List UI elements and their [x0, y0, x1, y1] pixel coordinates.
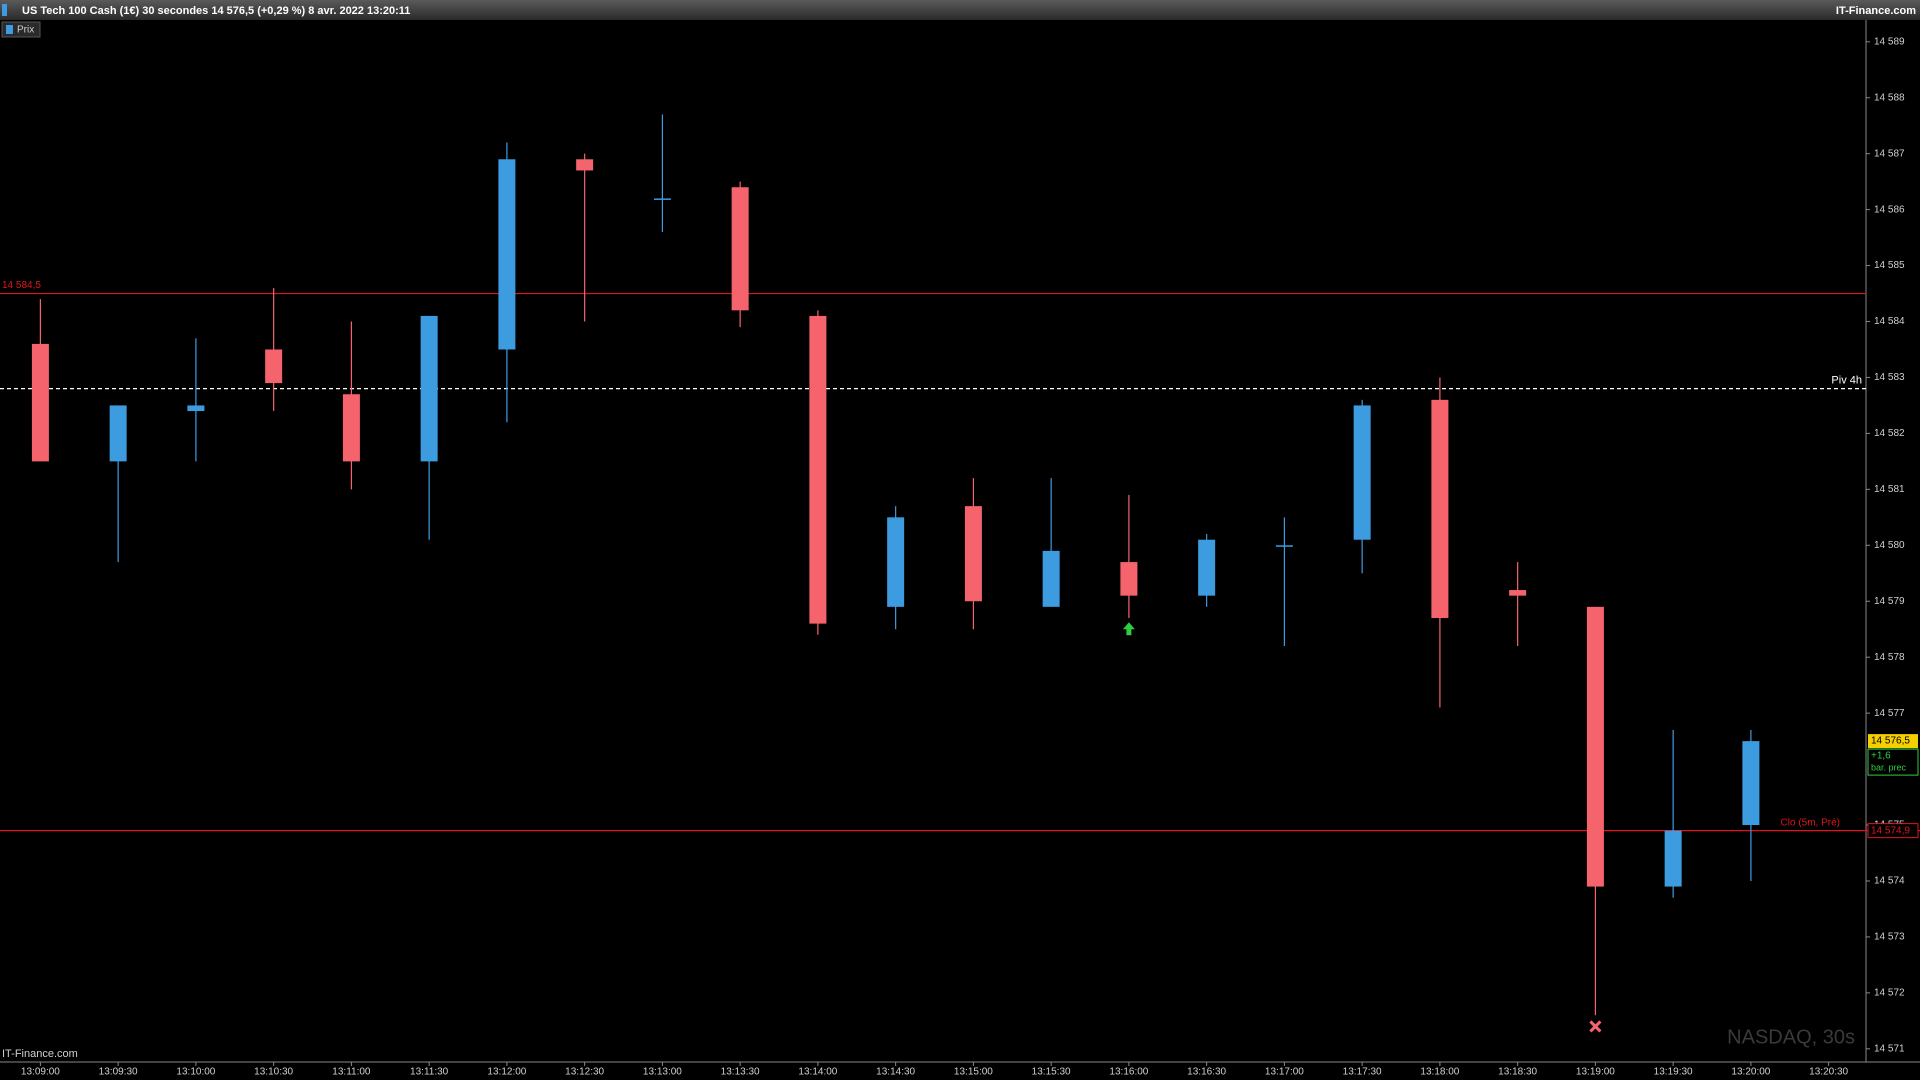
candle-body — [1353, 405, 1371, 540]
y-tick-label: 14 582 — [1874, 428, 1905, 439]
signal-arrow — [1122, 622, 1135, 636]
x-tick-label: 13:13:30 — [721, 1067, 760, 1078]
footer: IT-Finance.com — [2, 1048, 78, 1060]
candle-body — [731, 187, 749, 311]
x-tick-label: 13:11:30 — [410, 1067, 449, 1078]
candle-body — [1120, 562, 1138, 596]
candle-body — [187, 405, 205, 412]
candle-body — [1042, 550, 1060, 607]
header-brand: IT-Finance.com — [1836, 5, 1916, 17]
header-bar — [0, 0, 1920, 20]
y-tick-label: 14 574 — [1874, 876, 1905, 887]
x-tick-label: 13:09:30 — [99, 1067, 138, 1078]
legend-label: Prix — [17, 25, 34, 36]
y-tick-label: 14 581 — [1874, 484, 1905, 495]
candle-body — [265, 349, 283, 384]
x-tick-label: 13:09:00 — [21, 1067, 60, 1078]
legend-swatch — [6, 25, 13, 34]
candle-body — [1742, 741, 1760, 826]
y-tick-label: 14 588 — [1874, 92, 1905, 103]
candle-body — [1198, 539, 1216, 596]
level-price-box — [1867, 823, 1919, 839]
y-tick-label: 14 583 — [1874, 372, 1905, 383]
x-tick-label: 13:11:00 — [332, 1067, 371, 1078]
y-tick-label: 14 587 — [1874, 148, 1905, 159]
x-tick-label: 13:19:00 — [1576, 1067, 1615, 1078]
y-tick-label: 14 585 — [1874, 260, 1905, 271]
x-tick-label: 13:20:30 — [1809, 1067, 1848, 1078]
x-tick-label: 13:20:00 — [1731, 1067, 1770, 1078]
candle-body — [498, 159, 516, 350]
candle-body — [1586, 606, 1604, 887]
last-price: 14 576,5 — [1871, 736, 1910, 747]
y-tick-label: 14 571 — [1874, 1043, 1905, 1054]
candle-body — [342, 394, 360, 462]
candle-body — [1509, 590, 1527, 596]
candle-body — [653, 198, 671, 200]
y-tick-label: 14 573 — [1874, 932, 1905, 943]
x-tick-label: 13:10:00 — [176, 1067, 215, 1078]
y-tick-label: 14 586 — [1874, 204, 1905, 215]
y-tick-label: 14 579 — [1874, 596, 1905, 607]
candle-body — [31, 343, 49, 462]
change: +1,6 — [1871, 751, 1891, 762]
header-title: US Tech 100 Cash (1€) 30 secondes 14 576… — [22, 5, 410, 17]
signal-cross — [1589, 1020, 1602, 1033]
candle-body — [1431, 399, 1449, 619]
x-tick-label: 13:18:30 — [1498, 1067, 1537, 1078]
x-tick-label: 13:14:00 — [798, 1067, 837, 1078]
candle-body — [576, 159, 594, 171]
x-tick-label: 13:15:00 — [954, 1067, 993, 1078]
level-label: Clo (5m, Pré) — [1781, 817, 1840, 828]
y-tick-label: 14 580 — [1874, 540, 1905, 551]
candle-body — [809, 315, 827, 624]
candle-body — [887, 517, 905, 607]
x-tick-label: 13:15:30 — [1032, 1067, 1071, 1078]
candle-body — [109, 405, 127, 462]
y-tick-label: 14 577 — [1874, 708, 1905, 719]
x-tick-label: 13:18:00 — [1420, 1067, 1459, 1078]
x-tick-label: 13:16:30 — [1187, 1067, 1226, 1078]
change-note: bar. prec — [1871, 762, 1907, 772]
x-tick-label: 13:12:30 — [565, 1067, 604, 1078]
x-tick-label: 13:14:30 — [876, 1067, 915, 1078]
change-box — [1867, 748, 1919, 776]
y-tick-label: 14 584 — [1874, 316, 1905, 327]
candle-body — [1664, 830, 1682, 887]
level-price: 14 574,9 — [1871, 825, 1910, 836]
level-label: 14 584,5 — [2, 280, 41, 291]
last-price-box — [1868, 734, 1918, 749]
x-tick-label: 13:17:00 — [1265, 1067, 1304, 1078]
x-tick-label: 13:12:00 — [487, 1067, 526, 1078]
x-tick-label: 13:10:30 — [254, 1067, 293, 1078]
level-label: Piv 4h — [1831, 375, 1862, 387]
x-tick-label: 13:19:30 — [1654, 1067, 1693, 1078]
x-tick-label: 13:13:00 — [643, 1067, 682, 1078]
candle-body — [964, 506, 982, 602]
logo — [2, 4, 7, 16]
candle-body — [1275, 545, 1293, 547]
y-tick-label: 14 572 — [1874, 988, 1905, 999]
x-tick-label: 13:16:00 — [1109, 1067, 1148, 1078]
watermark: NASDAQ, 30s — [1727, 1026, 1855, 1048]
x-tick-label: 13:17:30 — [1343, 1067, 1382, 1078]
y-tick-label: 14 578 — [1874, 652, 1905, 663]
candle-body — [420, 315, 438, 462]
y-tick-label: 14 589 — [1874, 36, 1905, 47]
